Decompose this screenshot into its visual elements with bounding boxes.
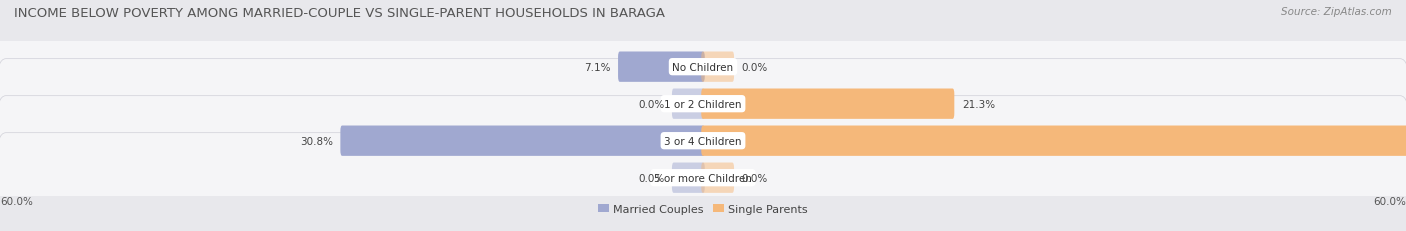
Text: 30.8%: 30.8%	[299, 136, 333, 146]
Text: 60.0%: 60.0%	[0, 196, 32, 206]
Text: INCOME BELOW POVERTY AMONG MARRIED-COUPLE VS SINGLE-PARENT HOUSEHOLDS IN BARAGA: INCOME BELOW POVERTY AMONG MARRIED-COUPL…	[14, 7, 665, 20]
Text: No Children: No Children	[672, 62, 734, 72]
FancyBboxPatch shape	[702, 52, 734, 82]
Text: 0.0%: 0.0%	[638, 173, 665, 183]
FancyBboxPatch shape	[0, 59, 1406, 149]
FancyBboxPatch shape	[619, 52, 704, 82]
FancyBboxPatch shape	[340, 126, 704, 156]
Text: Source: ZipAtlas.com: Source: ZipAtlas.com	[1281, 7, 1392, 17]
Text: 21.3%: 21.3%	[962, 99, 995, 109]
Text: 3 or 4 Children: 3 or 4 Children	[664, 136, 742, 146]
Text: 0.0%: 0.0%	[742, 173, 768, 183]
FancyBboxPatch shape	[672, 89, 704, 119]
FancyBboxPatch shape	[672, 163, 704, 193]
FancyBboxPatch shape	[702, 89, 955, 119]
FancyBboxPatch shape	[702, 126, 1406, 156]
FancyBboxPatch shape	[0, 96, 1406, 186]
FancyBboxPatch shape	[0, 23, 1406, 112]
Text: 5 or more Children: 5 or more Children	[654, 173, 752, 183]
Text: 60.0%: 60.0%	[1374, 196, 1406, 206]
FancyBboxPatch shape	[0, 133, 1406, 223]
Text: 7.1%: 7.1%	[583, 62, 610, 72]
Text: 0.0%: 0.0%	[638, 99, 665, 109]
FancyBboxPatch shape	[702, 163, 734, 193]
Text: 0.0%: 0.0%	[742, 62, 768, 72]
Text: 1 or 2 Children: 1 or 2 Children	[664, 99, 742, 109]
Legend: Married Couples, Single Parents: Married Couples, Single Parents	[593, 200, 813, 219]
